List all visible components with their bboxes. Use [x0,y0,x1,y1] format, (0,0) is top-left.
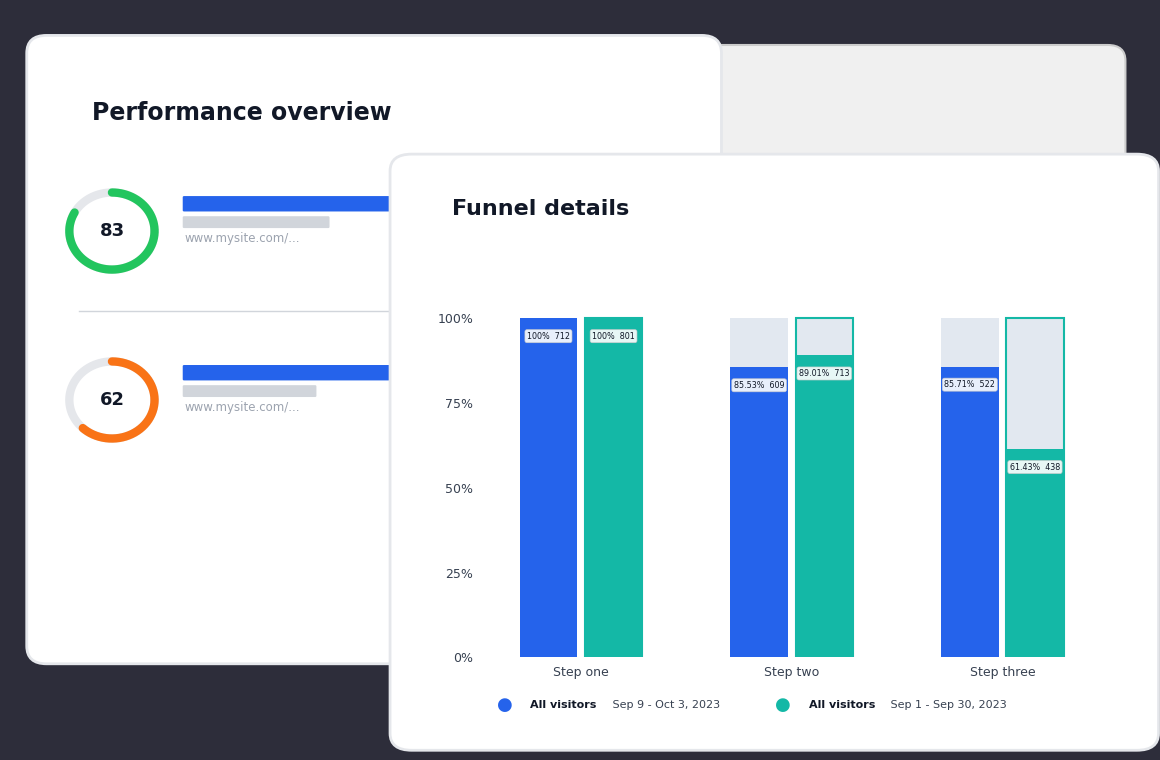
Bar [796,318,853,657]
FancyBboxPatch shape [390,154,1159,750]
Text: 100%  801: 100% 801 [593,331,635,340]
Text: All visitors: All visitors [809,700,875,711]
Text: Funnel details: Funnel details [451,199,629,219]
Text: 5.2s: 5.2s [574,378,607,394]
Bar [1006,318,1064,449]
Bar [731,318,788,367]
FancyBboxPatch shape [183,385,317,397]
Text: 4.1s: 4.1s [574,211,607,226]
Text: ●: ● [775,696,791,714]
Text: 85.71%  522: 85.71% 522 [944,380,995,389]
Bar [1006,449,1064,657]
Text: 🖳: 🖳 [542,211,550,225]
Text: Performance overview: Performance overview [93,100,392,125]
Bar [585,318,643,657]
Text: 89.01%  713: 89.01% 713 [799,369,849,378]
Text: 61.43%  438: 61.43% 438 [1010,463,1060,471]
Text: www.mysite.com/...: www.mysite.com/... [184,401,299,414]
Text: 6.7s: 6.7s [472,378,505,394]
Text: 83: 83 [100,222,124,240]
Text: 4.0s: 4.0s [472,211,505,226]
Bar [1006,318,1064,657]
FancyBboxPatch shape [183,196,408,211]
Bar [731,367,788,657]
Text: Sep 1 - Sep 30, 2023: Sep 1 - Sep 30, 2023 [887,700,1007,711]
Text: Sep 9 - Oct 3, 2023: Sep 9 - Oct 3, 2023 [609,700,720,711]
Text: 62: 62 [100,391,124,409]
Text: 🖳: 🖳 [440,211,448,225]
FancyBboxPatch shape [27,36,722,663]
Bar [941,366,999,657]
Bar [520,318,578,657]
Text: www.mysite.com/...: www.mysite.com/... [184,233,299,245]
Text: 85.53%  609: 85.53% 609 [734,381,784,390]
Text: ●: ● [496,696,513,714]
Text: 100%  712: 100% 712 [527,331,570,340]
FancyBboxPatch shape [183,365,396,381]
Bar [585,318,643,657]
Text: All visitors: All visitors [530,700,596,711]
FancyBboxPatch shape [650,45,1125,472]
Bar [796,356,853,657]
Bar [796,318,853,356]
FancyBboxPatch shape [183,217,329,228]
Bar [941,318,999,366]
